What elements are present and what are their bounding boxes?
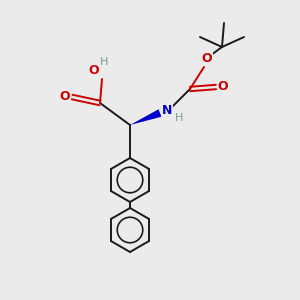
Text: O: O bbox=[60, 89, 70, 103]
Text: O: O bbox=[89, 64, 99, 76]
Text: H: H bbox=[100, 57, 108, 67]
Text: O: O bbox=[202, 52, 212, 65]
Text: O: O bbox=[218, 80, 228, 92]
Polygon shape bbox=[130, 109, 161, 125]
Text: N: N bbox=[162, 103, 172, 116]
Text: H: H bbox=[175, 113, 183, 123]
